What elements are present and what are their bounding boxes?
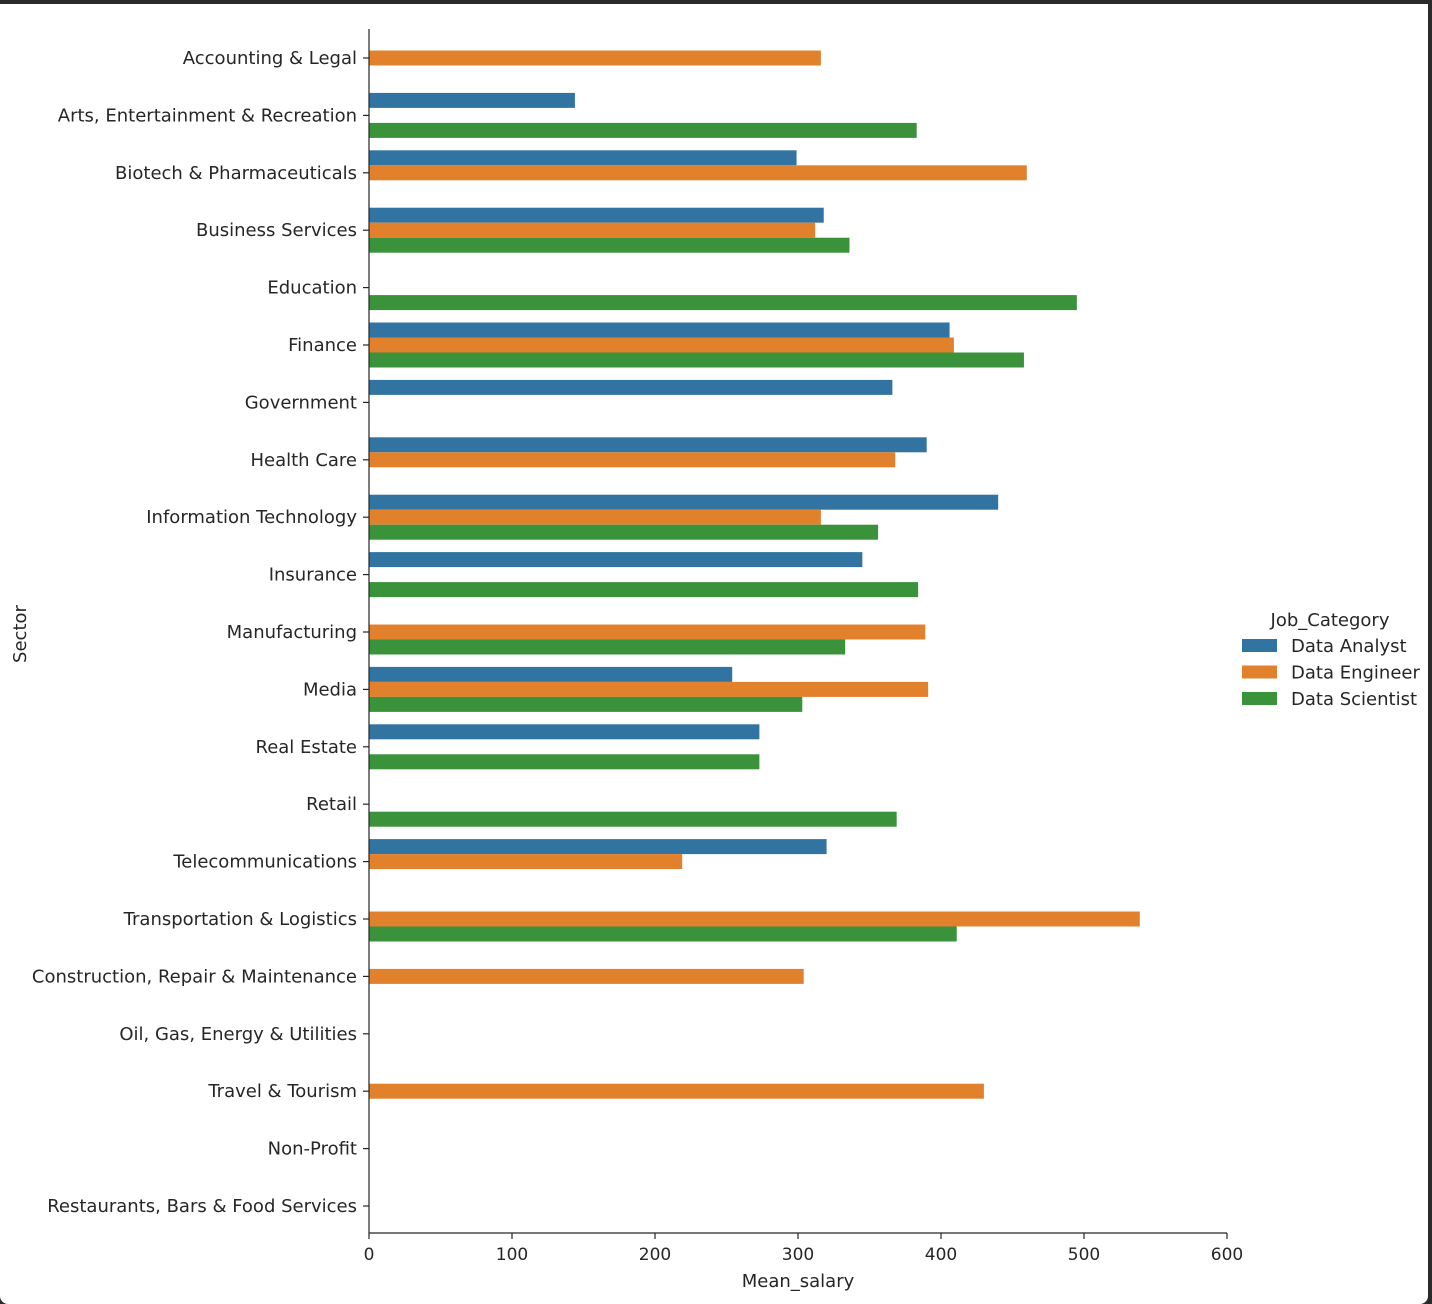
y-tick-label: Finance [288,335,357,356]
y-tick-label: Business Services [196,220,357,241]
bar-data-analyst-9 [369,552,863,568]
bar-data-scientist-12 [369,754,760,770]
bar-data-engineer-16 [369,968,804,984]
y-tick-label: Oil, Gas, Energy & Utilities [119,1024,357,1045]
bar-data-engineer-3 [369,222,816,238]
bar-data-scientist-3 [369,237,850,253]
bar-data-engineer-7 [369,452,896,468]
x-tick-label: 300 [782,1245,814,1265]
x-tick-label: 600 [1211,1245,1243,1265]
bar-data-engineer-0 [369,50,821,66]
x-tick-label: 500 [1068,1245,1100,1265]
bar-data-scientist-9 [369,582,919,598]
bar-data-engineer-15 [369,911,1140,927]
bar-chart: Accounting & Legal Arts, Entertainment & … [10,29,1420,1292]
y-tick-label: Retail [306,794,357,815]
bar-data-engineer-11 [369,681,929,697]
y-tick-label: Accounting & Legal [183,48,357,69]
bar-data-scientist-13 [369,811,897,827]
y-tick-label: Education [267,278,357,299]
y-tick-label: Transportation & Logistics [123,909,357,930]
bar-data-engineer-8 [369,509,821,525]
y-tick-label: Travel & Tourism [207,1081,357,1102]
legend-label-data-engineer: Data Engineer [1291,663,1420,684]
bar-data-analyst-11 [369,666,733,682]
x-tick-label: 200 [639,1245,671,1265]
y-tick-label: Non-Profit [268,1139,357,1160]
bar-data-scientist-8 [369,524,879,540]
x-tick-label: 100 [496,1245,528,1265]
y-tick-label: Restaurants, Bars & Food Services [47,1196,357,1217]
x-tick-label: 0 [364,1245,375,1265]
legend-title: Job_Category [1270,610,1390,631]
bar-data-analyst-6 [369,379,893,395]
bar-data-scientist-11 [369,696,803,712]
y-tick-label: Health Care [250,450,357,471]
legend: Job_Category Data Analyst Data Engineer Da… [1242,610,1420,710]
legend-label-data-analyst: Data Analyst [1291,636,1407,657]
legend-swatch-data-engineer [1242,665,1277,679]
bar-data-engineer-5 [369,337,954,353]
bar-data-analyst-7 [369,437,927,453]
bar-data-scientist-15 [369,926,957,942]
y-tick-label: Biotech & Pharmaceuticals [115,163,357,184]
y-tick-label: Real Estate [256,737,358,758]
x-axis-label: Mean_salary [742,1271,855,1292]
bars-group [369,50,1140,1099]
bar-data-analyst-14 [369,839,827,855]
x-tick-label: 400 [925,1245,957,1265]
bar-data-engineer-10 [369,624,926,640]
y-tick-label: Manufacturing [227,622,357,643]
y-ticks-group: Accounting & Legal Arts, Entertainment & … [32,48,369,1217]
bar-data-analyst-3 [369,207,824,223]
x-ticks-group: 0 100 200 300 400 500 600 [364,1233,1243,1265]
y-axis-label: Sector [10,604,31,662]
legend-swatch-data-scientist [1242,692,1277,705]
y-tick-label: Construction, Repair & Maintenance [32,966,357,987]
y-tick-label: Insurance [269,565,357,586]
bar-data-engineer-18 [369,1083,984,1099]
bar-data-engineer-2 [369,165,1027,181]
y-tick-label: Arts, Entertainment & Recreation [58,105,357,126]
bar-data-analyst-2 [369,150,797,166]
y-tick-label: Telecommunications [172,852,357,873]
legend-label-data-scientist: Data Scientist [1291,689,1417,710]
y-tick-label: Information Technology [146,507,357,528]
legend-swatch-data-analyst [1242,639,1277,652]
bar-data-scientist-10 [369,639,846,655]
y-tick-label: Government [245,392,357,413]
bar-data-scientist-4 [369,295,1077,311]
bar-data-analyst-1 [369,92,575,108]
bar-data-scientist-5 [369,352,1024,368]
bar-data-engineer-14 [369,854,683,870]
bar-data-scientist-1 [369,122,917,138]
bar-data-analyst-5 [369,322,950,338]
y-tick-label: Media [303,679,357,700]
bar-data-analyst-12 [369,724,760,740]
bar-data-analyst-8 [369,494,999,510]
chart-frame: Accounting & Legal Arts, Entertainment & … [0,4,1428,1304]
